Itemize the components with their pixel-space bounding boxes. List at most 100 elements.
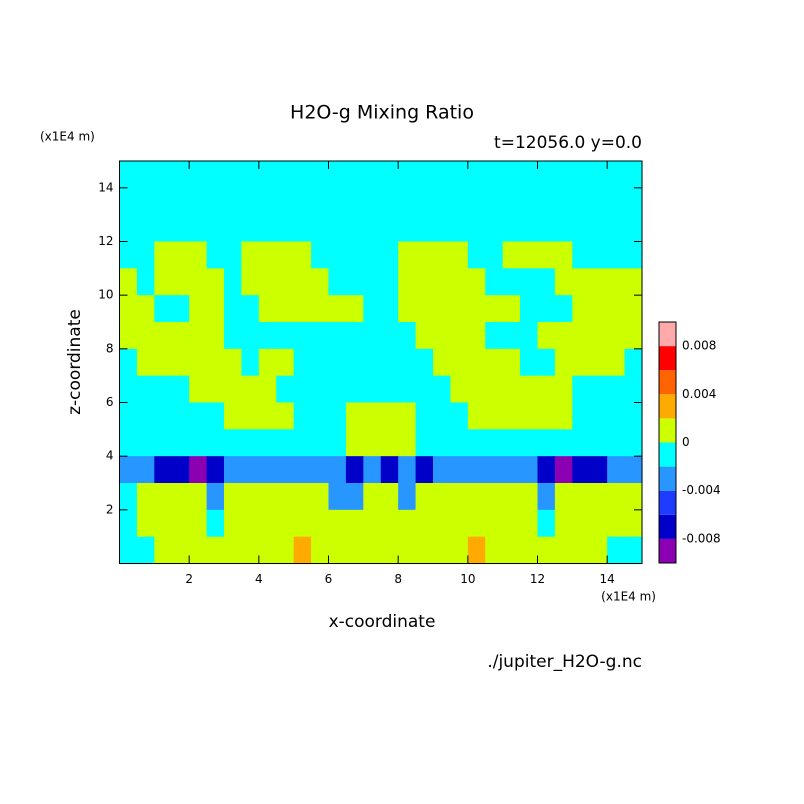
colorbar-frame (658, 321, 677, 564)
contour-cell (171, 322, 190, 350)
contour-cell (450, 348, 469, 377)
contour-cell (171, 429, 190, 457)
contour-cell (345, 322, 364, 350)
contour-cell (607, 268, 626, 296)
contour-cell (293, 456, 312, 484)
contour-cell (241, 187, 260, 216)
contour-cell (119, 536, 138, 565)
contour-cell (520, 348, 539, 377)
y-unit: (x1E4 m) (40, 130, 95, 144)
contour-cell (345, 295, 364, 323)
contour-cell (363, 348, 382, 377)
contour-cell (537, 509, 556, 538)
contour-cell (485, 536, 504, 565)
contour-cell (537, 483, 556, 511)
contour-cell (293, 509, 312, 538)
contour-cell (433, 268, 452, 296)
colorbar-swatch (659, 514, 676, 539)
contour-cell (415, 402, 434, 430)
contour-cell (311, 268, 330, 296)
colorbar-swatch (659, 322, 676, 347)
contour-cell (572, 295, 591, 323)
contour-cell (433, 322, 452, 350)
contour-cell (520, 322, 539, 350)
contour-cell (450, 375, 469, 404)
contour-cell (624, 214, 643, 243)
contour-cell (624, 483, 643, 511)
contour-cell (311, 536, 330, 565)
contour-cell (380, 295, 399, 323)
contour-cell (433, 241, 452, 269)
contour-cell (171, 295, 190, 323)
contour-cell (467, 214, 486, 243)
contour-cell (485, 322, 504, 350)
contour-cell (345, 214, 364, 243)
contour-cell (154, 322, 173, 350)
contour-cell (293, 402, 312, 430)
contour-cell (311, 322, 330, 350)
contour-cell (554, 483, 573, 511)
contour-cell (293, 187, 312, 216)
contour-cell (433, 187, 452, 216)
contour-cell (154, 161, 173, 189)
contour-cell (450, 161, 469, 189)
contour-cell (450, 536, 469, 565)
contour-cell (258, 161, 277, 189)
contour-cell (189, 161, 208, 189)
contour-cell (206, 483, 225, 511)
contour-cell (589, 483, 608, 511)
contour-cell (293, 429, 312, 457)
x-tick-label: 2 (185, 572, 193, 586)
contour-cell (345, 348, 364, 377)
contour-cell (311, 509, 330, 538)
contour-cell (554, 268, 573, 296)
contour-cell (311, 483, 330, 511)
contour-cell (276, 295, 295, 323)
contour-cell (433, 536, 452, 565)
contour-cell (450, 456, 469, 484)
contour-cell (206, 161, 225, 189)
contour-cell (171, 402, 190, 430)
contour-cell (537, 348, 556, 377)
contour-cell (415, 483, 434, 511)
contour-cell (276, 214, 295, 243)
contour-cell (502, 456, 521, 484)
contour-cell (398, 322, 417, 350)
contour-cell (224, 295, 243, 323)
contour-cell (398, 429, 417, 457)
contour-cell (554, 214, 573, 243)
contour-cell (415, 536, 434, 565)
contour-cell (467, 322, 486, 350)
contour-cell (380, 322, 399, 350)
contour-cell (520, 268, 539, 296)
contour-cell (119, 348, 138, 377)
x-tick-label: 10 (460, 572, 475, 586)
contour-cell (485, 268, 504, 296)
contour-cell (433, 402, 452, 430)
contour-cell (171, 214, 190, 243)
contour-cell (276, 375, 295, 404)
contour-cell (328, 214, 347, 243)
contour-cell (520, 295, 539, 323)
colorbar-swatch (659, 370, 676, 395)
contour-cell (485, 375, 504, 404)
contour-cell (258, 241, 277, 269)
contour-cell (415, 456, 434, 484)
contour-cell (345, 161, 364, 189)
contour-cell (502, 429, 521, 457)
contour-cell (363, 214, 382, 243)
y-tick-label: 8 (106, 341, 114, 355)
contour-cell (241, 483, 260, 511)
contour-cell (224, 402, 243, 430)
contour-cell (589, 241, 608, 269)
contour-cell (154, 536, 173, 565)
contour-cell (258, 536, 277, 565)
contour-cell (589, 268, 608, 296)
contour-cell (537, 322, 556, 350)
contour-cell (224, 214, 243, 243)
contour-cell (502, 402, 521, 430)
contour-cell (206, 536, 225, 565)
contour-cell (415, 295, 434, 323)
contour-cell (206, 456, 225, 484)
contour-cell (328, 483, 347, 511)
